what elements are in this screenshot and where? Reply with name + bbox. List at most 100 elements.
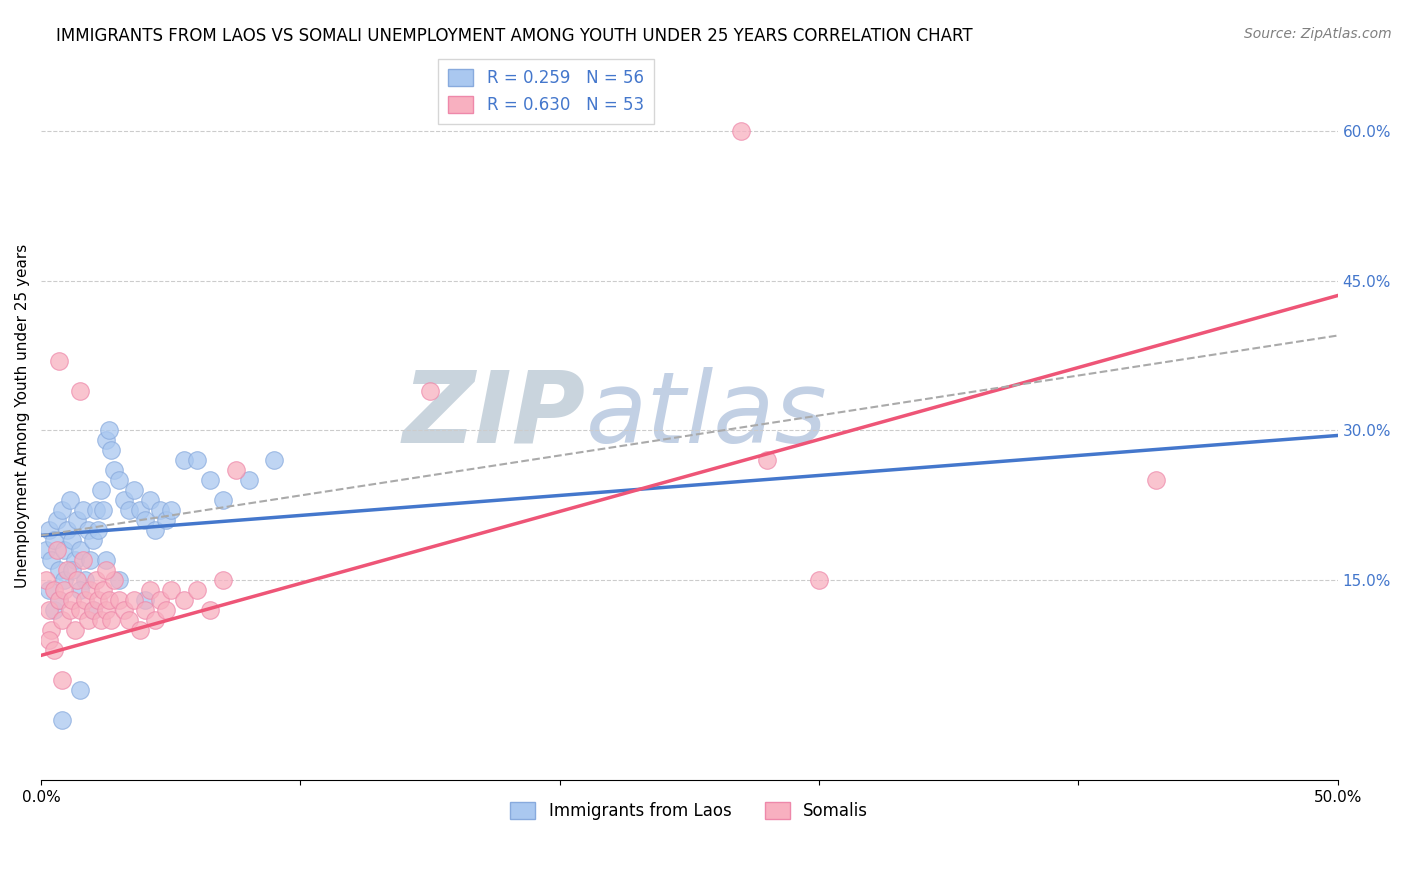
Point (53, 583, 76, 598)
Point (118, 613, 141, 627)
Point (53, 574, 76, 588)
Point (51, 714, 73, 728)
Point (35, 574, 58, 588)
Point (42, 583, 65, 598)
Point (63, 624, 86, 638)
Point (42, 533, 65, 548)
Point (97, 593, 120, 607)
Point (82, 533, 104, 548)
Point (87, 593, 110, 607)
Point (35, 543, 58, 558)
Point (69, 543, 91, 558)
Point (108, 474, 131, 488)
Point (419, 384, 441, 398)
Point (45, 513, 67, 527)
Point (139, 583, 162, 598)
Point (45, 543, 67, 558)
Text: ZIP: ZIP (402, 367, 586, 464)
Point (149, 503, 172, 517)
Point (139, 493, 162, 508)
Point (48, 593, 70, 607)
Point (66, 574, 89, 588)
Point (159, 503, 181, 517)
Point (112, 493, 135, 508)
Text: Source: ZipAtlas.com: Source: ZipAtlas.com (1244, 27, 1392, 41)
Point (211, 574, 233, 588)
Point (84, 574, 107, 588)
Point (211, 493, 233, 508)
Point (103, 574, 125, 588)
Point (69, 583, 91, 598)
Point (38, 583, 60, 598)
Point (155, 513, 177, 527)
Point (149, 593, 172, 607)
Y-axis label: Unemployment Among Youth under 25 years: Unemployment Among Youth under 25 years (15, 244, 30, 588)
Point (42, 643, 65, 657)
Point (79, 583, 101, 598)
Point (38, 603, 60, 617)
Point (53, 543, 76, 558)
Point (75, 593, 97, 607)
Point (56, 524, 79, 538)
Point (198, 603, 221, 617)
Point (143, 524, 166, 538)
Point (59, 493, 82, 508)
Point (93, 583, 115, 598)
Point (87, 524, 110, 538)
Text: atlas: atlas (586, 367, 827, 464)
Point (84, 503, 107, 517)
Point (60, 533, 83, 548)
Point (124, 593, 146, 607)
Point (173, 593, 195, 607)
Point (66, 513, 89, 527)
Point (93, 503, 115, 517)
Point (97, 424, 120, 438)
Point (72, 503, 94, 517)
Point (263, 453, 285, 467)
Point (128, 503, 150, 517)
Point (51, 613, 73, 627)
Point (60, 593, 83, 607)
Point (41, 624, 63, 638)
Point (100, 443, 122, 458)
Point (1144, 474, 1167, 488)
Point (225, 463, 247, 477)
Point (159, 583, 181, 598)
Point (108, 593, 131, 607)
Point (124, 483, 146, 498)
Point (76, 524, 98, 538)
Point (143, 613, 166, 627)
Point (103, 463, 125, 477)
Point (60, 563, 83, 577)
Point (69, 603, 91, 617)
Point (41, 553, 63, 567)
Point (72, 553, 94, 567)
Point (48, 353, 70, 368)
Point (118, 503, 141, 517)
Point (808, 574, 831, 588)
Point (42, 603, 65, 617)
Point (90, 483, 112, 498)
Point (94, 553, 117, 567)
Point (100, 613, 122, 627)
Point (90, 613, 112, 627)
Point (128, 624, 150, 638)
Point (75, 574, 97, 588)
Point (56, 563, 79, 577)
Point (59, 603, 82, 617)
Point (756, 453, 779, 467)
Point (38, 524, 60, 538)
Point (186, 583, 208, 598)
Point (134, 513, 156, 527)
Point (51, 673, 73, 688)
Point (69, 384, 91, 398)
Point (173, 453, 195, 467)
Point (730, 123, 752, 137)
Point (82, 603, 104, 617)
Point (69, 683, 91, 698)
Point (155, 603, 177, 617)
Point (94, 563, 117, 577)
Text: IMMIGRANTS FROM LAOS VS SOMALI UNEMPLOYMENT AMONG YOUTH UNDER 25 YEARS CORRELATI: IMMIGRANTS FROM LAOS VS SOMALI UNEMPLOYM… (56, 27, 973, 45)
Point (63, 553, 86, 567)
Point (76, 613, 98, 627)
